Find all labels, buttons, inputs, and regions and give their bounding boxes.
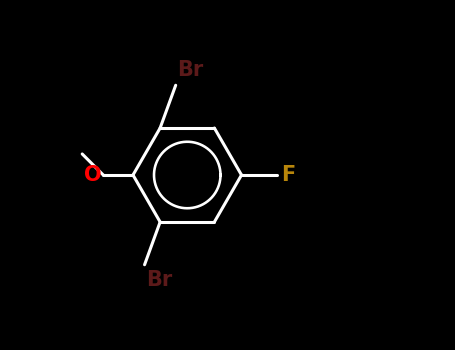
Text: F: F [281,165,295,185]
Text: Br: Br [147,270,172,290]
Text: Br: Br [177,60,204,80]
Text: O: O [84,165,101,185]
